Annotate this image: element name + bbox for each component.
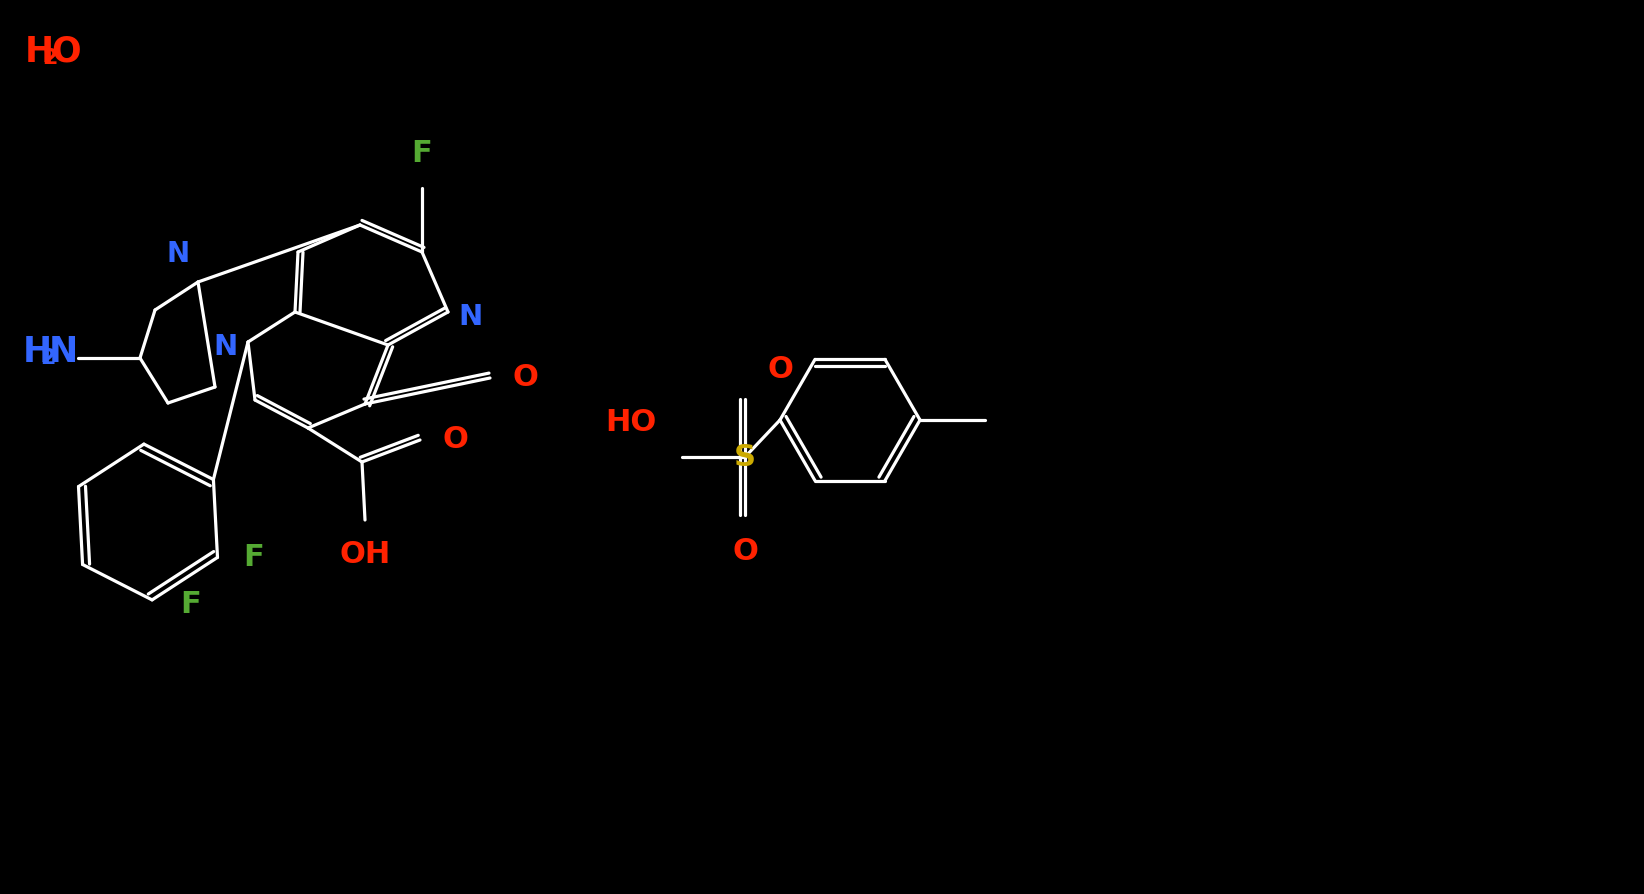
Text: OH: OH: [339, 540, 391, 569]
Text: N: N: [49, 335, 79, 369]
Text: F: F: [181, 590, 201, 620]
Text: O: O: [442, 426, 469, 454]
Text: H: H: [25, 35, 54, 69]
Text: O: O: [51, 35, 81, 69]
Text: 2: 2: [39, 348, 56, 368]
Text: HO: HO: [605, 408, 656, 437]
Text: F: F: [243, 543, 265, 572]
Text: O: O: [732, 537, 758, 566]
Text: O: O: [768, 355, 792, 384]
Text: H: H: [23, 335, 53, 369]
Text: S: S: [733, 443, 756, 471]
Text: F: F: [411, 139, 432, 168]
Text: N: N: [459, 303, 482, 331]
Text: N: N: [214, 333, 238, 361]
Text: 2: 2: [43, 48, 58, 68]
Text: O: O: [511, 364, 538, 392]
Text: N: N: [168, 240, 191, 268]
